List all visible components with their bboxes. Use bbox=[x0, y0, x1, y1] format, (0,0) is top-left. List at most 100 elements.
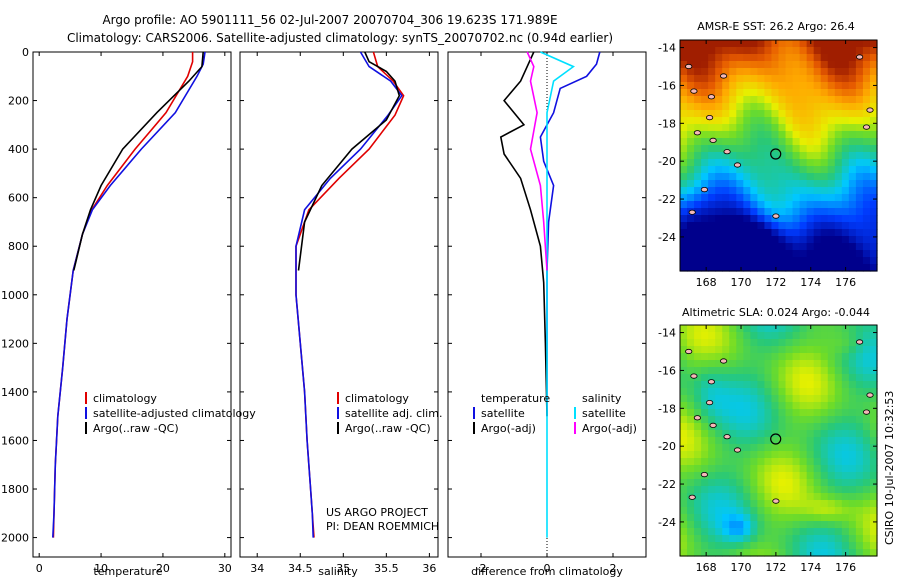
map-cell bbox=[736, 479, 744, 487]
map-cell bbox=[799, 486, 808, 494]
map-cell bbox=[701, 423, 709, 431]
map-cell bbox=[764, 486, 773, 494]
map-cell bbox=[764, 215, 773, 223]
map-cell bbox=[750, 535, 758, 543]
sla-map-field bbox=[680, 325, 878, 557]
map-cell bbox=[792, 332, 801, 340]
map-cell bbox=[834, 360, 843, 368]
map-cell bbox=[701, 201, 709, 209]
map-cell bbox=[701, 222, 709, 230]
map-cell bbox=[764, 166, 773, 174]
map-cell bbox=[722, 507, 730, 515]
map-cell bbox=[708, 500, 716, 508]
map-cell bbox=[827, 215, 836, 223]
map-cell bbox=[841, 208, 850, 216]
map-cell bbox=[848, 187, 857, 195]
map-x-tick-label: 174 bbox=[800, 561, 821, 574]
map-cell bbox=[722, 187, 730, 195]
map-cell bbox=[694, 479, 702, 487]
map-cell bbox=[722, 416, 730, 424]
map-cell bbox=[729, 103, 737, 111]
map-cell bbox=[750, 451, 758, 459]
map-cell bbox=[743, 208, 751, 216]
map-cell bbox=[834, 479, 843, 487]
map-cell bbox=[687, 486, 695, 494]
map-cell bbox=[792, 75, 801, 83]
map-cell bbox=[841, 61, 850, 69]
map-cell bbox=[792, 458, 801, 466]
map-cell bbox=[799, 493, 808, 501]
map-cell bbox=[694, 360, 702, 368]
map-cell bbox=[680, 194, 688, 202]
map-cell bbox=[722, 54, 730, 62]
map-cell bbox=[743, 542, 751, 550]
map-cell bbox=[792, 117, 801, 125]
map-cell bbox=[820, 166, 829, 174]
map-cell bbox=[764, 479, 773, 487]
map-cell bbox=[813, 507, 822, 515]
map-cell bbox=[855, 138, 864, 146]
map-cell bbox=[757, 360, 766, 368]
map-cell bbox=[743, 215, 751, 223]
map-cell bbox=[764, 374, 773, 382]
map-cell bbox=[764, 367, 773, 375]
map-cell bbox=[799, 61, 808, 69]
map-cell bbox=[813, 110, 822, 118]
map-cell bbox=[715, 507, 723, 515]
map-cell bbox=[708, 61, 716, 69]
map-cell bbox=[771, 229, 780, 237]
map-cell bbox=[736, 521, 744, 529]
map-cell bbox=[694, 82, 702, 90]
map-cell bbox=[862, 89, 871, 97]
map-cell bbox=[806, 145, 815, 153]
map-cell bbox=[862, 257, 871, 265]
map-cell bbox=[848, 423, 857, 431]
map-cell bbox=[736, 264, 744, 272]
map-cell bbox=[715, 514, 723, 522]
map-cell bbox=[862, 339, 871, 347]
map-cell bbox=[820, 395, 829, 403]
map-cell bbox=[785, 360, 794, 368]
map-cell bbox=[869, 243, 878, 251]
map-cell bbox=[862, 528, 871, 536]
map-cell bbox=[757, 208, 766, 216]
map-x-tick-label: 170 bbox=[731, 276, 752, 289]
map-cell bbox=[701, 89, 709, 97]
map-cell bbox=[778, 381, 787, 389]
map-cell bbox=[701, 430, 709, 438]
map-cell bbox=[862, 40, 871, 48]
map-cell bbox=[743, 416, 751, 424]
map-cell bbox=[680, 138, 688, 146]
map-cell bbox=[757, 40, 766, 48]
map-cell bbox=[694, 47, 702, 55]
map-cell bbox=[715, 479, 723, 487]
map-cell bbox=[680, 145, 688, 153]
map-cell bbox=[743, 152, 751, 160]
map-cell bbox=[764, 47, 773, 55]
map-cell bbox=[701, 243, 709, 251]
map-cell bbox=[771, 243, 780, 251]
map-cell bbox=[722, 201, 730, 209]
map-cell bbox=[771, 507, 780, 515]
map-cell bbox=[687, 236, 695, 244]
map-cell bbox=[827, 416, 836, 424]
map-cell bbox=[743, 222, 751, 230]
map-cell bbox=[869, 374, 878, 382]
map-cell bbox=[680, 423, 688, 431]
map-cell bbox=[813, 208, 822, 216]
map-cell bbox=[778, 444, 787, 452]
map-cell bbox=[687, 75, 695, 83]
x-tick-label: 0 bbox=[36, 562, 43, 575]
map-cell bbox=[715, 430, 723, 438]
map-cell bbox=[792, 423, 801, 431]
map-cell bbox=[736, 514, 744, 522]
map-cell bbox=[855, 472, 864, 480]
map-cell bbox=[806, 54, 815, 62]
map-cell bbox=[778, 374, 787, 382]
map-cell bbox=[715, 138, 723, 146]
map-cell bbox=[820, 215, 829, 223]
map-cell bbox=[771, 451, 780, 459]
map-cell bbox=[729, 40, 737, 48]
map-cell bbox=[820, 117, 829, 125]
